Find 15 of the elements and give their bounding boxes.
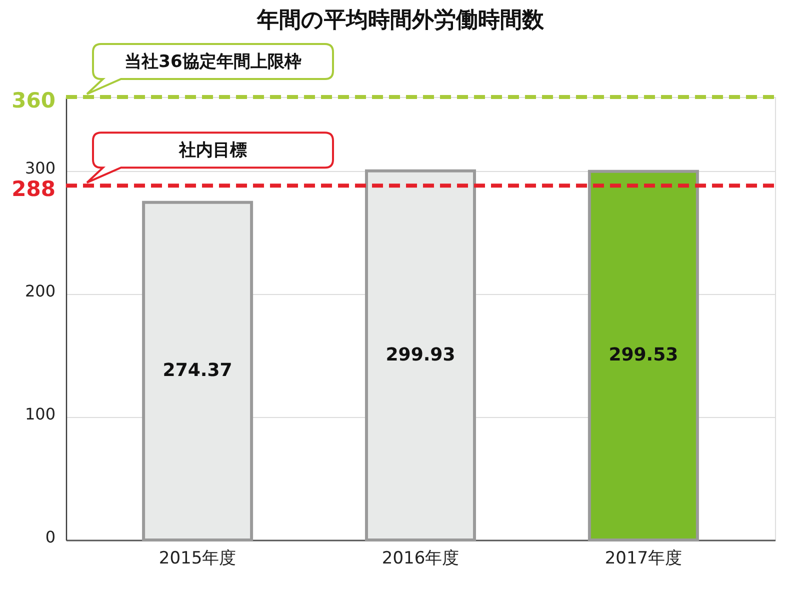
x-tick-label: 2016年度 bbox=[382, 548, 460, 568]
y-tick-label: 0 bbox=[45, 528, 56, 546]
x-tick-label: 2017年度 bbox=[604, 548, 682, 568]
ref-line-label: 当社36協定年間上限枠 bbox=[124, 52, 302, 72]
ref-line-label: 社内目標 bbox=[178, 140, 247, 161]
y-tick-label: 300 bbox=[24, 158, 56, 178]
y-tick-label: 360 bbox=[12, 88, 56, 112]
data-label: 299.93 bbox=[386, 344, 456, 366]
y-tick-label: 200 bbox=[24, 281, 56, 300]
y-tick-label: 100 bbox=[24, 404, 56, 424]
data-label: 299.53 bbox=[608, 344, 678, 366]
x-tick-label: 2015年度 bbox=[158, 548, 236, 568]
chart-title: 年間の平均時間外労働時間数 bbox=[256, 8, 545, 33]
data-label: 274.37 bbox=[162, 360, 232, 382]
y-tick-label: 288 bbox=[12, 177, 56, 202]
